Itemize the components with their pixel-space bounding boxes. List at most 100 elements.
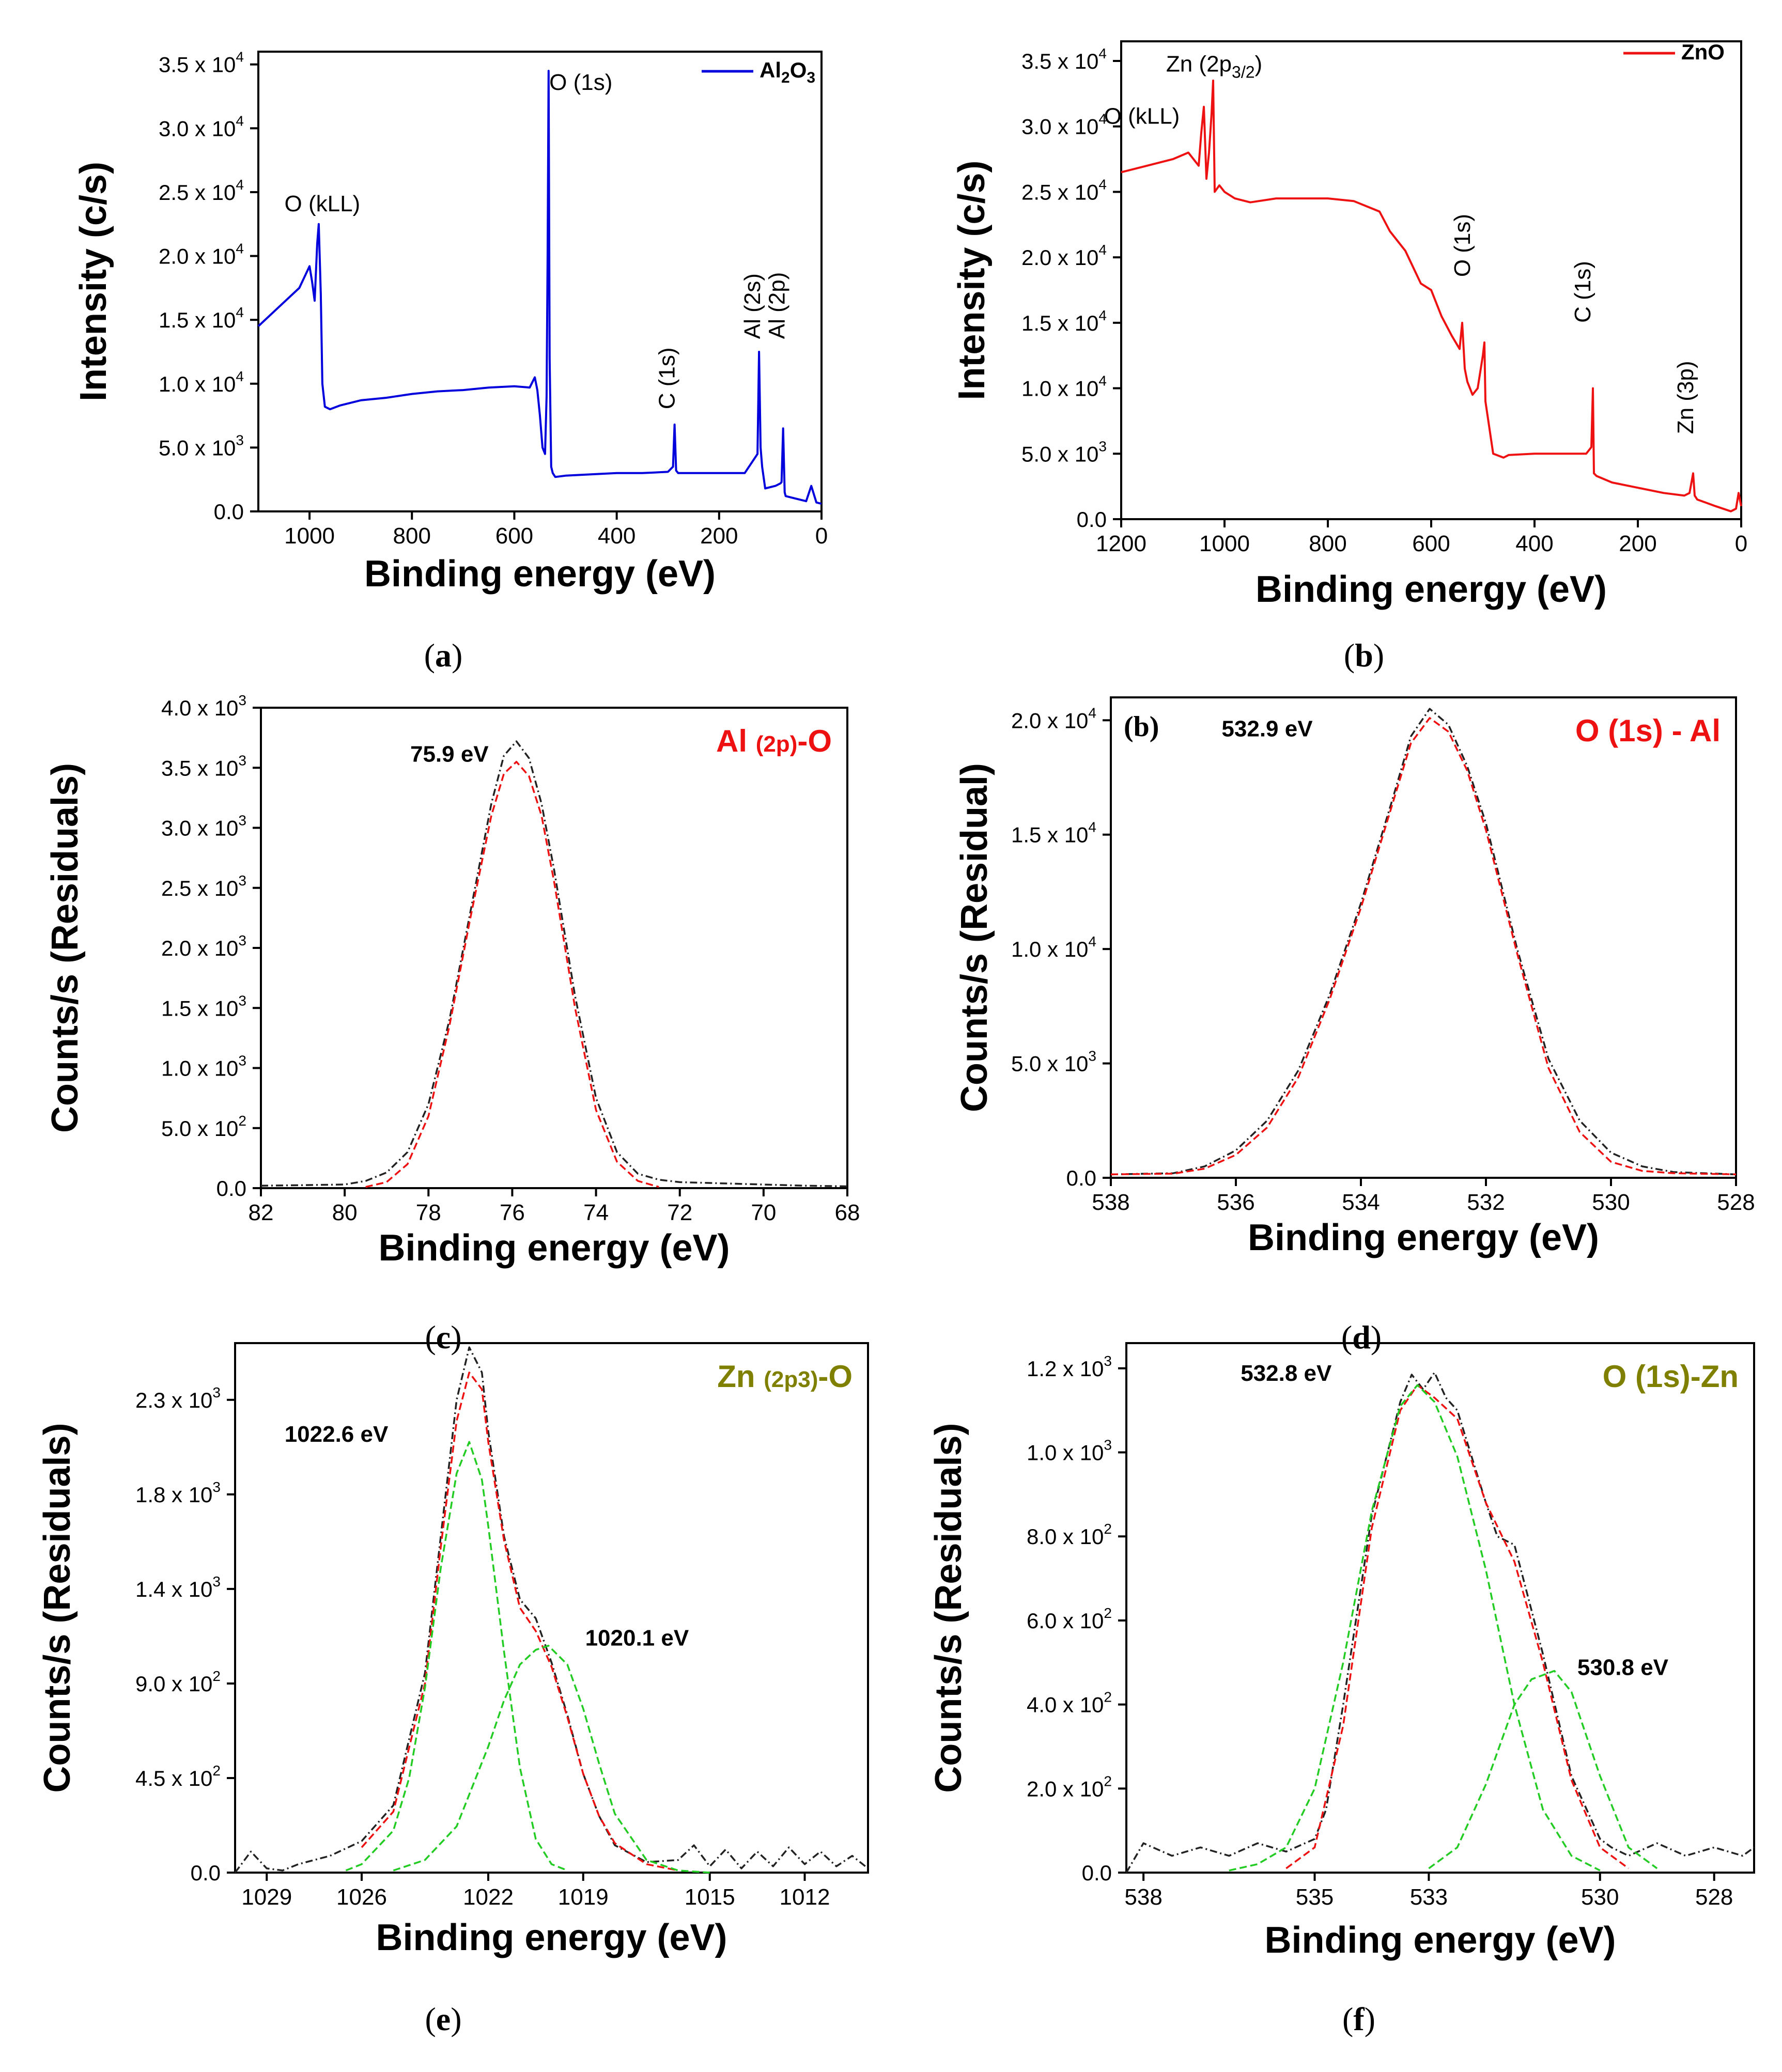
x-tick-label: 530 [1592, 1190, 1630, 1215]
series-measured [1125, 1372, 1755, 1873]
corner-label: (b) [1124, 711, 1159, 743]
y-axis-label: Counts/s (Residuals) [928, 1423, 969, 1793]
panel-d: 538 536 534 532 530 528 0.0 5.0 x 103 1.0 x 104 1… [954, 696, 1755, 1356]
x-tick-label: 70 [751, 1200, 776, 1225]
peak-annotation: C (1s) [1570, 261, 1595, 323]
series-component-530.8 [1428, 1670, 1658, 1870]
y-tick-label: 0.0 [216, 1176, 246, 1201]
peak-annotation-zn2p: Zn (2p3/2) [1166, 51, 1262, 81]
x-tick-label: 800 [1309, 531, 1346, 556]
x-tick-label: 1000 [1199, 531, 1250, 556]
x-tick-label: 538 [1092, 1190, 1129, 1215]
legend-label: ZnO [1681, 40, 1725, 64]
x-tick-label: 535 [1296, 1884, 1334, 1910]
x-tick-label: 600 [1412, 531, 1450, 556]
y-tick-label: 1.5 x 104 [1021, 307, 1107, 335]
y-tick-label: 1.5 x 104 [1011, 819, 1096, 847]
x-tick-label: 1012 [780, 1884, 830, 1910]
peak-label: 532.8 eV [1241, 1361, 1332, 1386]
peak-annotation: O (1s) [1450, 214, 1475, 277]
panel-a: 1000 800 600 400 200 0 0.0 5.0 x 103 1.0 x 104 1.… [73, 49, 828, 674]
peak-annotation: Zn (3p) [1673, 361, 1698, 434]
y-tick-label: 3.0 x 103 [161, 813, 246, 840]
peak-annotation: O (kLL) [285, 191, 361, 216]
y-tick-label: 3.5 x 104 [1021, 45, 1107, 73]
panel-caption: (c) [425, 1319, 461, 1356]
x-tick-label: 1022 [463, 1884, 514, 1910]
series-fit [1110, 717, 1737, 1176]
y-tick-label: 1.0 x 103 [1027, 1437, 1112, 1465]
peak-annotation: C (1s) [655, 347, 680, 409]
x-tick-label: 200 [1619, 531, 1656, 556]
y-tick-label: 0.0 [1066, 1166, 1096, 1190]
peak-annotation: Al (2s) [740, 273, 765, 339]
y-tick-label: 0.0 [1082, 1861, 1112, 1885]
y-tick-label: 0.0 [1077, 507, 1107, 532]
x-tick-label: 532 [1467, 1190, 1505, 1215]
x-axis-label: Binding energy (eV) [364, 553, 716, 595]
panel-title: O (1s)-Zn [1603, 1359, 1739, 1394]
y-tick-label: 1.0 x 104 [159, 368, 244, 396]
y-tick-label: 3.0 x 104 [1021, 111, 1107, 139]
y-tick-label: 2.5 x 104 [159, 177, 244, 205]
panel-title: O (1s) - Al [1575, 713, 1721, 748]
x-tick-label: 530 [1581, 1884, 1619, 1910]
peak-label: 530.8 eV [1577, 1655, 1669, 1680]
y-tick-label: 1.5 x 103 [161, 992, 246, 1020]
series-fit-envelope [361, 1372, 678, 1872]
x-axis-label: Binding energy (eV) [1248, 1217, 1599, 1258]
x-axis-label: Binding energy (eV) [1264, 1920, 1616, 1961]
y-tick-label: 2.0 x 102 [1027, 1773, 1112, 1801]
x-tick-label: 528 [1717, 1190, 1755, 1215]
x-tick-label: 78 [416, 1200, 441, 1225]
panel-title: Zn (2p3)-O [717, 1359, 853, 1394]
y-tick-label: 2.5 x 104 [1021, 176, 1107, 204]
peak-label: 1020.1 eV [585, 1626, 689, 1651]
x-tick-label: 76 [500, 1200, 525, 1225]
y-tick-label: 2.0 x 104 [1011, 705, 1096, 733]
y-tick-label: 2.3 x 103 [135, 1384, 221, 1412]
y-tick-label: 1.4 x 103 [135, 1574, 221, 1601]
plot-frame [1125, 1342, 1755, 1874]
plot-frame [260, 707, 848, 1189]
x-axis-label: Binding energy (eV) [378, 1227, 730, 1269]
panel-caption: (d) [1341, 1319, 1382, 1356]
x-tick-label: 400 [598, 523, 636, 549]
y-tick-label: 5.0 x 103 [1021, 438, 1107, 466]
x-axis-label: Binding energy (eV) [1256, 569, 1607, 610]
y-tick-label: 4.0 x 102 [1027, 1689, 1112, 1717]
series-component-1020.1 [393, 1644, 710, 1874]
y-tick-label: 2.0 x 104 [1021, 242, 1107, 270]
y-tick-label: 3.5 x 103 [161, 752, 246, 780]
panel-caption: (f) [1342, 2001, 1375, 2037]
series-ZnO [1121, 80, 1742, 512]
y-tick-label: 0.0 [214, 500, 244, 524]
y-tick-label: 9.0 x 102 [135, 1668, 221, 1696]
panel-caption: (b) [1344, 637, 1384, 674]
x-tick-label: 800 [393, 523, 431, 549]
x-tick-label: 1000 [284, 523, 335, 549]
y-tick-label: 5.0 x 102 [161, 1113, 246, 1141]
x-tick-label: 0 [1735, 531, 1747, 556]
series-Al2O3 [257, 70, 822, 505]
x-tick-label: 533 [1410, 1884, 1448, 1910]
y-axis-label: Intensity (c/s) [951, 160, 993, 400]
panel-f: 538 535 533 530 528 0.0 2.0 x 102 4.0 x 102 6.0 … [928, 1342, 1755, 2037]
peak-annotation: O (1s) [549, 70, 612, 95]
peak-annotation: O (kLL) [1104, 104, 1180, 129]
y-tick-label: 2.5 x 103 [161, 873, 246, 900]
plot-frame [234, 1342, 869, 1874]
series-fit [365, 760, 659, 1188]
y-tick-label: 5.0 x 103 [1011, 1048, 1096, 1076]
series-component-532.8 [1229, 1384, 1601, 1872]
y-tick-label: 4.5 x 102 [135, 1763, 221, 1790]
panel-c: 82 80 78 76 74 72 70 68 0.0 5.0 x 102 1.0 x 103 1.5… [44, 692, 860, 1356]
panel-b: 1200 1000 800 600 400 200 0 0.0 5.0 x 103 1.0 x 1… [951, 40, 1747, 674]
x-tick-label: 1019 [558, 1884, 609, 1910]
x-tick-label: 1200 [1096, 531, 1146, 556]
y-tick-label: 1.5 x 104 [159, 304, 244, 332]
x-tick-label: 80 [332, 1200, 358, 1225]
y-axis-label: Counts/s (Residuals) [44, 763, 86, 1133]
x-tick-label: 534 [1342, 1190, 1380, 1215]
y-tick-label: 1.2 x 103 [1027, 1353, 1112, 1381]
